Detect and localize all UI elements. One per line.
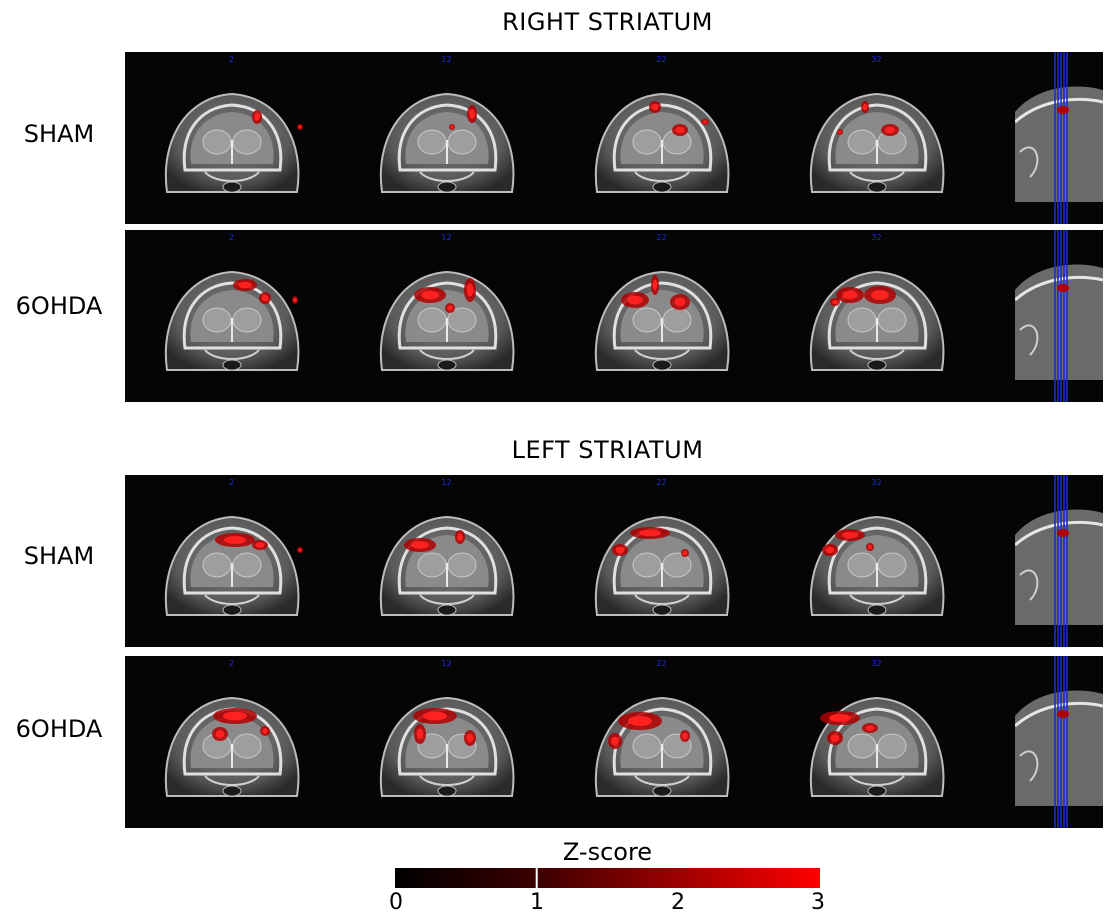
mri-sagittal-locator-image [1015,656,1103,828]
slice-panel: 2 [125,230,338,402]
image-strip-right-sham: 2 12 22 32 [125,52,1103,224]
row-label-left-6ohda: 6OHDA [15,715,103,743]
slice-number: 22 [656,659,667,668]
slice-panel: 32 [770,475,983,647]
slice-panel: 32 [770,656,983,828]
colorbar-tick-2: 2 [671,890,685,915]
sagittal-locator [1015,475,1103,647]
image-strip-left-sham: 2 12 22 32 [125,475,1103,647]
row-label-right-6ohda: 6OHDA [15,292,103,320]
slice-number: 2 [228,55,235,64]
slice-number: 2 [228,659,235,668]
slice-number: 2 [228,478,235,487]
colorbar-tick-3: 3 [811,890,825,915]
slice-number: 22 [656,233,667,242]
slice-panel: 12 [340,656,553,828]
mri-coronal-slice-image [164,270,300,371]
mri-coronal-slice-image [594,696,730,797]
mri-coronal-slice-image [809,92,945,193]
slice-panel: 2 [125,656,338,828]
slice-number: 32 [871,55,882,64]
slice-panel: 2 [125,52,338,224]
mri-coronal-slice-image [379,515,515,616]
image-strip-left-6ohda: 2 12 22 32 [125,656,1103,828]
slice-number: 2 [228,233,235,242]
slice-number: 12 [441,659,452,668]
slice-number: 22 [656,55,667,64]
mri-coronal-slice-image [809,515,945,616]
slice-number: 32 [871,478,882,487]
slice-panel: 12 [340,230,553,402]
row-label-left-sham: SHAM [23,542,95,570]
slice-panel: 22 [555,230,768,402]
mri-sagittal-locator-image [1015,475,1103,647]
colorbar-tick-1: 1 [530,890,544,915]
mri-coronal-slice-image [379,92,515,193]
mri-coronal-slice-image [594,515,730,616]
slice-panel: 32 [770,230,983,402]
section-title-right-striatum: RIGHT STRIATUM [502,8,713,36]
sagittal-locator [1015,230,1103,402]
slice-number: 32 [871,233,882,242]
colorbar-title: Z-score [562,838,653,866]
slice-number: 12 [441,55,452,64]
mri-coronal-slice-image [164,515,303,616]
slice-number: 12 [441,478,452,487]
slice-number: 12 [441,233,452,242]
mri-sagittal-locator-image [1015,52,1103,224]
slice-panel: 12 [340,475,553,647]
section-title-left-striatum: LEFT STRIATUM [511,436,704,464]
sagittal-locator [1015,52,1103,224]
image-strip-right-6ohda: 2 12 22 32 [125,230,1103,402]
colorbar-tick-0: 0 [389,890,403,915]
mri-coronal-slice-image [164,696,300,797]
slice-panel: 22 [555,656,768,828]
colorbar [395,868,820,888]
slice-panel: 12 [340,52,553,224]
slice-panel: 2 [125,475,338,647]
slice-number: 22 [656,478,667,487]
mri-sagittal-locator-image [1015,230,1103,402]
slice-panel: 22 [555,475,768,647]
slice-panel: 32 [770,52,983,224]
mri-coronal-slice-image [809,696,945,797]
mri-coronal-slice-image [594,270,730,371]
sagittal-locator [1015,656,1103,828]
slice-panel: 22 [555,52,768,224]
mri-coronal-slice-image [379,270,515,371]
mri-coronal-slice-image [164,92,303,193]
slice-number: 32 [871,659,882,668]
mri-coronal-slice-image [809,270,945,371]
mri-coronal-slice-image [594,92,730,193]
row-label-right-sham: SHAM [23,120,95,148]
mri-coronal-slice-image [379,696,515,797]
